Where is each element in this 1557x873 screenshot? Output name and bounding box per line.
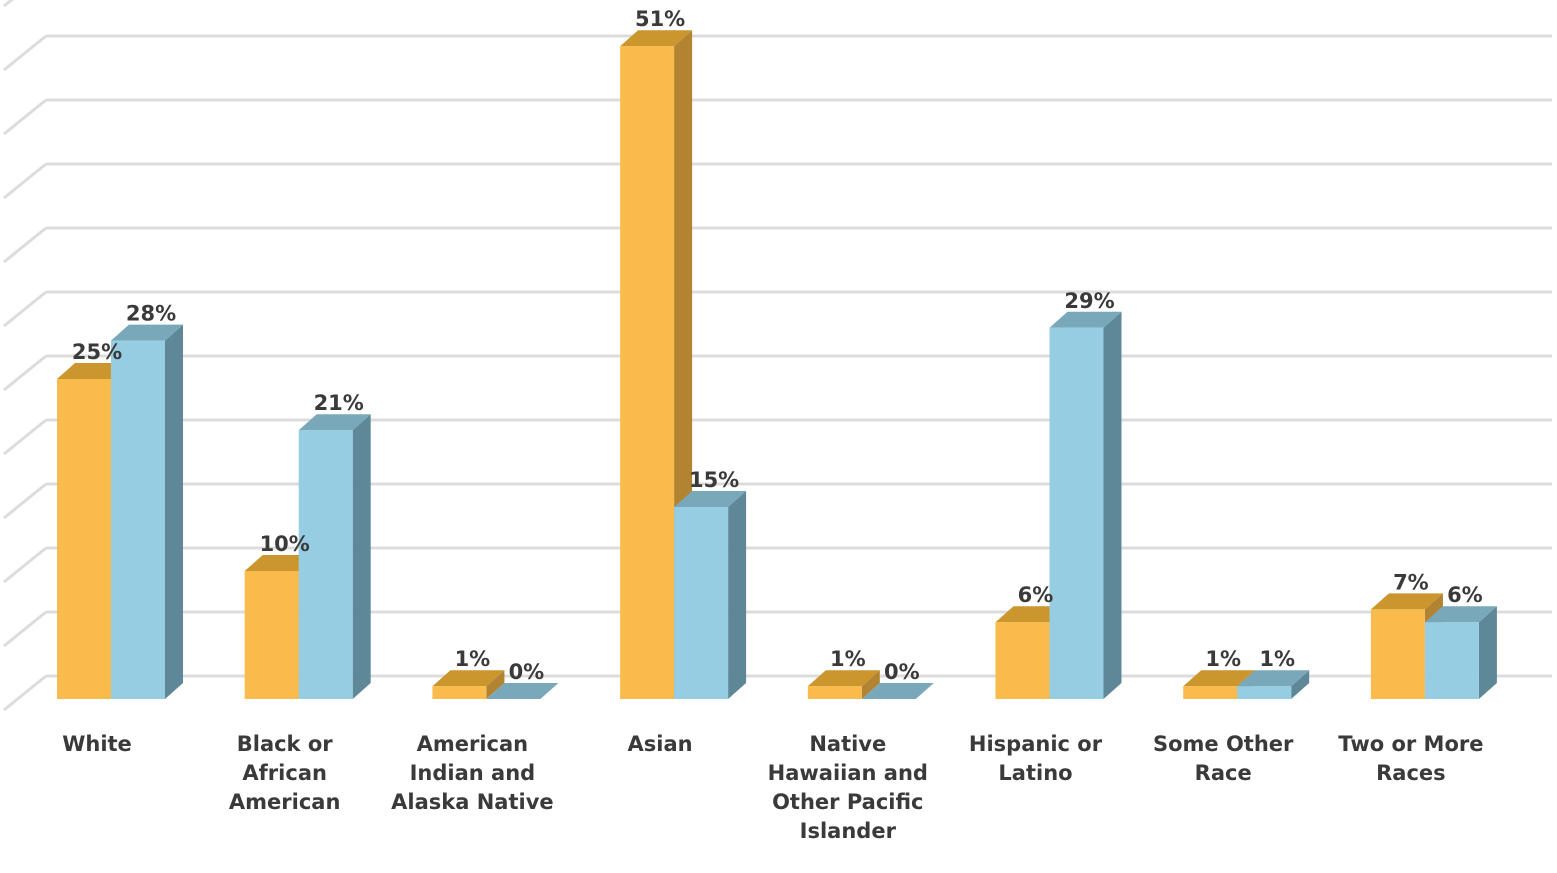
gridline: [3, 482, 1552, 520]
gridlines: [3, 0, 1552, 712]
bar-blue-1: [298, 414, 371, 699]
category-label-asian: Asian: [627, 732, 693, 756]
data-label: 6%: [1447, 583, 1483, 607]
bar-blue-4: [861, 683, 934, 699]
category-label-american-indian: American Indian and Alaska Native: [391, 732, 554, 814]
gridline: [3, 610, 1552, 648]
bar-blue-0: [111, 324, 183, 699]
bar-blue-6: [1237, 670, 1310, 699]
data-label: 6%: [1018, 583, 1054, 607]
gridline: [3, 34, 1552, 72]
category-label-native-hawaiian: Native Hawaiian and Other Pacific Island…: [767, 732, 928, 843]
bars: [57, 30, 1497, 699]
gridline: [3, 546, 1552, 584]
data-label: 21%: [314, 391, 364, 415]
data-label: 10%: [260, 532, 310, 556]
gridline: [3, 354, 1552, 392]
data-label: 29%: [1064, 289, 1114, 313]
gridline: [3, 418, 1552, 456]
data-label: 0%: [509, 660, 545, 684]
category-label-two-or-more: Two or More Races: [1338, 732, 1484, 785]
bar-orange-4: [807, 670, 880, 699]
category-label-some-other: Some Other Race: [1152, 732, 1294, 785]
category-label-black: Black or African American: [228, 732, 341, 814]
data-label: 51%: [635, 7, 685, 31]
gridline: [3, 226, 1552, 264]
bar-blue-2: [486, 683, 559, 699]
data-label: 1%: [455, 647, 491, 671]
category-label-white: White: [62, 732, 132, 756]
data-label: 28%: [126, 302, 176, 326]
data-labels: 25%28% 10% 21% 1% 0% 51% 15% 1% 0% 6% 29% 1% 1% 7% 6%: [72, 7, 1483, 684]
bar-blue-7: [1424, 606, 1497, 699]
bar-orange-3: [620, 30, 693, 699]
data-label: 1%: [830, 647, 866, 671]
gridline: [3, 0, 14, 8]
data-label: 7%: [1393, 570, 1429, 594]
gridline: [3, 98, 1552, 136]
bar-blue-5: [1049, 311, 1122, 699]
gridline: [3, 290, 1552, 328]
data-label: 1%: [1205, 647, 1241, 671]
gridline: [3, 162, 1552, 200]
gridline: [3, 674, 1552, 712]
category-label-hispanic: Hispanic or Latino: [968, 732, 1103, 785]
bar-orange-2: [432, 670, 505, 699]
data-label: 25%: [72, 340, 122, 364]
data-label: 1%: [1259, 647, 1295, 671]
data-label: 0%: [884, 660, 920, 684]
bar-blue-3: [674, 491, 747, 699]
data-label: 15%: [689, 468, 739, 492]
